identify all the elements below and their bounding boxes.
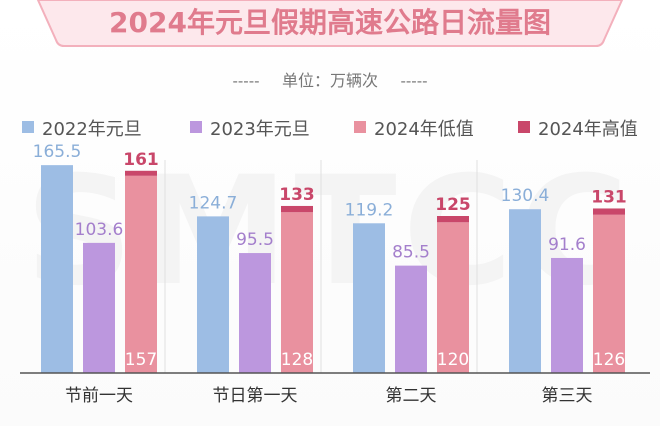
bar-2022-3 [353, 223, 385, 373]
bar-2023-1 [83, 242, 115, 373]
data-label-2023-2: 95.5 [236, 230, 274, 250]
legend-swatch-2 [190, 121, 202, 133]
category-dividers [164, 160, 478, 373]
bar-group-4: 130.4 91.6 131 126 [501, 186, 627, 373]
legend-label-3: 2024年低值 [374, 119, 474, 140]
bar-2023-4 [551, 257, 583, 373]
unit-line: ----- 单位：万辆次 ----- [232, 71, 427, 90]
bar-2024-low-2 [281, 212, 313, 373]
data-label-2024-low-4: 126 [593, 350, 625, 370]
data-label-2024-high-1: 161 [123, 150, 159, 170]
bar-2024-low-1 [125, 175, 157, 373]
data-label-2024-high-4: 131 [591, 187, 627, 207]
title-banner-shape [36, 0, 624, 47]
bar-2024-high-4 [593, 208, 625, 215]
legend: 2022年元旦 2023年元旦 2024年低值 2024年高值 [22, 119, 638, 140]
bar-2022-4 [509, 209, 541, 373]
legend-swatch-4 [518, 121, 530, 133]
unit-label: 单位：万辆次 [282, 71, 378, 90]
category-label-1: 节前一天 [65, 386, 133, 406]
title-banner: 2024年元旦假期高速公路日流量图 [36, 0, 624, 47]
bar-2023-3 [395, 265, 427, 373]
unit-dashes-right: ----- [400, 72, 427, 90]
data-label-2023-3: 85.5 [392, 243, 430, 263]
category-label-4: 第三天 [542, 386, 593, 406]
data-label-2023-4: 91.6 [548, 235, 586, 255]
data-label-2024-low-3: 120 [437, 350, 469, 370]
bar-group-3: 119.2 85.5 125 120 [345, 195, 471, 373]
chart-title: 2024年元旦假期高速公路日流量图 [109, 6, 551, 39]
legend-label-4: 2024年高值 [538, 119, 638, 140]
unit-dashes-left: ----- [232, 72, 259, 90]
bar-group-2: 124.7 95.5 133 128 [189, 185, 315, 373]
data-label-2022-3: 119.2 [345, 200, 394, 220]
data-label-2024-low-1: 157 [125, 350, 157, 370]
data-label-2024-high-2: 133 [279, 185, 315, 205]
legend-swatch-3 [354, 121, 366, 133]
bar-2024-low-3 [437, 222, 469, 373]
data-label-2024-low-2: 128 [281, 350, 313, 370]
bar-2024-high-2 [281, 205, 313, 213]
bar-2024-high-3 [437, 216, 469, 223]
data-label-2024-high-3: 125 [435, 195, 471, 215]
data-label-2022-2: 124.7 [189, 193, 238, 213]
bars-group: 165.5 103.6 161 157 124.7 95.5 133 128 119.2 85.5… [33, 142, 627, 373]
category-label-2: 节日第一天 [213, 386, 298, 406]
bar-group-1: 165.5 103.6 161 157 [33, 142, 159, 373]
data-label-2022-1: 165.5 [33, 142, 82, 162]
bar-2022-1 [41, 165, 73, 373]
bar-2024-high-1 [125, 170, 157, 176]
bar-2024-low-4 [593, 214, 625, 373]
bar-2022-2 [197, 216, 229, 373]
data-label-2022-4: 130.4 [501, 186, 550, 206]
category-label-3: 第二天 [386, 386, 437, 406]
data-label-2023-1: 103.6 [75, 220, 124, 240]
legend-label-1: 2022年元旦 [42, 119, 142, 140]
legend-label-2: 2023年元旦 [210, 119, 310, 140]
bar-2023-2 [239, 253, 271, 373]
legend-swatch-1 [22, 121, 34, 133]
x-axis-labels: 节前一天 节日第一天 第二天 第三天 [65, 386, 593, 406]
